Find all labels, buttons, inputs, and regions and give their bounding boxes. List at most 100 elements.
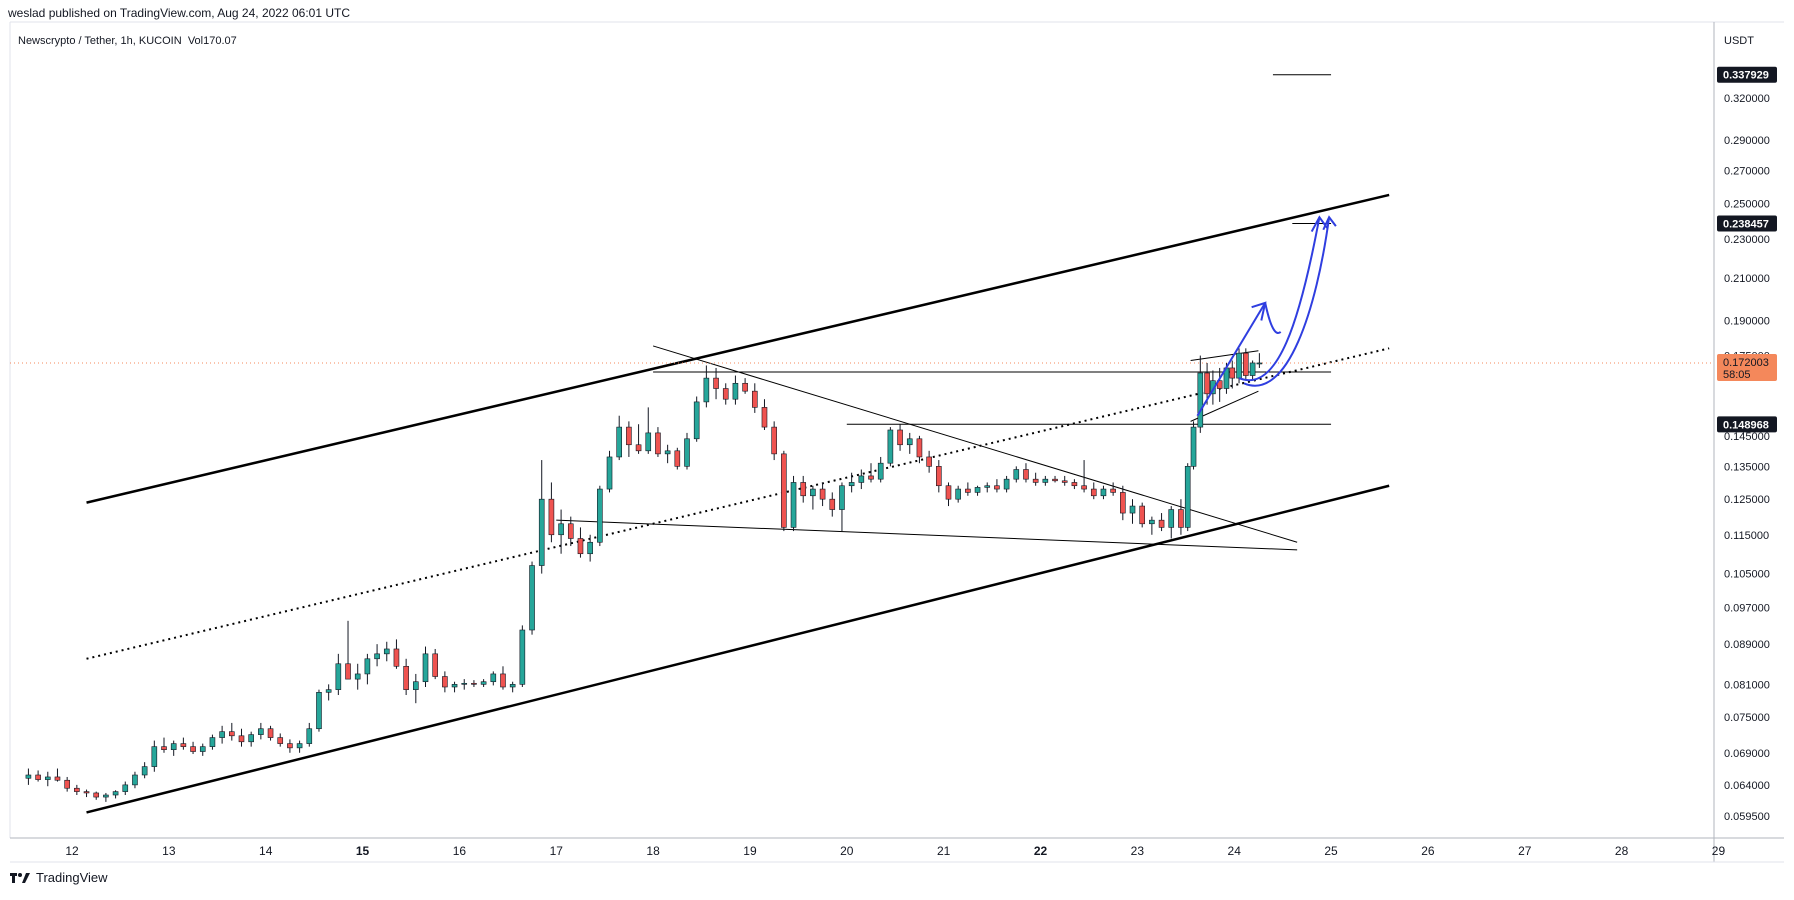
candle-body bbox=[422, 653, 429, 683]
candle-body bbox=[190, 746, 196, 752]
tradingview-brand[interactable]: TradingView bbox=[36, 870, 108, 885]
candle-body bbox=[1243, 352, 1249, 376]
candle-body bbox=[848, 482, 855, 487]
candle-body bbox=[529, 565, 535, 631]
chart-frame bbox=[9, 21, 1784, 863]
candle-body bbox=[635, 444, 642, 452]
bold-trendline[interactable] bbox=[86, 484, 1390, 814]
candle-body bbox=[1100, 488, 1107, 497]
candle-body bbox=[64, 779, 70, 789]
candle-body bbox=[800, 482, 807, 497]
projection-arrowhead-3[interactable] bbox=[1322, 215, 1337, 231]
candle-body bbox=[1149, 519, 1155, 525]
candle-body bbox=[413, 681, 419, 690]
price-axis[interactable]: USDT 0.320000 0.290000 0.270000 0.250000 0.2… bbox=[1724, 35, 1770, 823]
candle-body bbox=[1236, 352, 1242, 379]
candle-body bbox=[1256, 362, 1263, 365]
candle-countdown-label: 58:05 bbox=[1723, 369, 1751, 381]
x-tick-label: 13 bbox=[162, 844, 176, 858]
candle-body bbox=[209, 737, 216, 747]
y-tick-label: 0.059500 bbox=[1724, 811, 1770, 823]
candle-body bbox=[693, 401, 700, 440]
candle-body bbox=[103, 794, 109, 798]
price-tag-label: 0.238457 bbox=[1723, 219, 1769, 231]
candle-body bbox=[132, 774, 138, 786]
candle-body bbox=[916, 438, 923, 458]
x-tick-label: 28 bbox=[1615, 844, 1629, 858]
candle-body bbox=[897, 429, 903, 446]
candle-body bbox=[548, 498, 555, 536]
price-tag-bg bbox=[1717, 215, 1777, 232]
x-tick-label: 23 bbox=[1131, 844, 1145, 858]
candle-body bbox=[626, 426, 632, 446]
y-tick-label: 0.250000 bbox=[1724, 198, 1770, 210]
candle-body bbox=[306, 728, 313, 744]
dotted-trendline[interactable] bbox=[86, 347, 1390, 660]
candle-body bbox=[442, 676, 448, 688]
candle-body bbox=[829, 498, 836, 510]
current-price-label: 0.172003 bbox=[1723, 357, 1769, 369]
candle-body bbox=[974, 487, 981, 493]
candle-body bbox=[722, 388, 729, 400]
time-axis[interactable]: 12 13 14 15 16 17 18 19 20 21 22 23 24 25 26 27 28 29 bbox=[65, 844, 1725, 858]
y-tick-label: 0.115000 bbox=[1724, 530, 1769, 542]
candle-body bbox=[471, 682, 477, 685]
y-tick-label: 0.089000 bbox=[1724, 639, 1770, 651]
thin-trendline[interactable] bbox=[556, 519, 1298, 551]
candle-body bbox=[112, 791, 119, 796]
projection-arrow-3[interactable] bbox=[1243, 217, 1331, 387]
y-tick-label: 0.105000 bbox=[1724, 569, 1770, 581]
x-tick-label: 22 bbox=[1034, 844, 1048, 858]
candle-body bbox=[858, 475, 865, 483]
symbol-pair[interactable]: Newscrypto / Tether bbox=[18, 35, 115, 47]
candle-body bbox=[141, 766, 148, 776]
candle-body bbox=[616, 426, 623, 458]
projection-arrow-1[interactable] bbox=[1196, 302, 1267, 417]
footer: TradingView bbox=[10, 870, 108, 885]
candle-body bbox=[54, 776, 61, 781]
candle-body bbox=[945, 485, 952, 500]
candle-body bbox=[655, 432, 661, 455]
y-tick-label: 0.290000 bbox=[1724, 135, 1770, 147]
candle-body bbox=[480, 681, 487, 685]
candle-body bbox=[461, 682, 468, 685]
candle-body bbox=[761, 407, 768, 428]
y-tick-label: 0.097000 bbox=[1724, 602, 1770, 614]
projection-arrow-2[interactable] bbox=[1238, 217, 1321, 382]
candle-body bbox=[587, 541, 593, 555]
candle-body bbox=[180, 743, 187, 747]
y-tick-label: 0.190000 bbox=[1724, 315, 1770, 327]
candle-body bbox=[1090, 488, 1097, 497]
axis-currency-label: USDT bbox=[1724, 35, 1754, 47]
projection-arrowhead-2[interactable] bbox=[1310, 215, 1328, 233]
candle-body bbox=[538, 498, 545, 566]
y-tick-label: 0.125000 bbox=[1724, 494, 1770, 506]
candle-body bbox=[1052, 478, 1058, 482]
candle-body bbox=[684, 438, 690, 467]
bold-trendline[interactable] bbox=[86, 193, 1390, 504]
candle-body bbox=[199, 746, 206, 752]
projection-arrows[interactable] bbox=[1196, 215, 1337, 417]
x-tick-label: 18 bbox=[646, 844, 660, 858]
candle-body bbox=[1110, 488, 1116, 493]
y-tick-label: 0.081000 bbox=[1724, 679, 1770, 691]
projection-arrowhead-1[interactable] bbox=[1251, 301, 1267, 321]
candle-body bbox=[316, 692, 322, 730]
candle-body bbox=[839, 485, 845, 510]
symbol-interval[interactable]: 1h bbox=[120, 35, 133, 47]
candle-body bbox=[732, 382, 739, 400]
x-tick-label: 29 bbox=[1712, 844, 1726, 858]
drawing-layer[interactable] bbox=[10, 74, 1714, 814]
price-tag-label: 0.148968 bbox=[1723, 419, 1769, 431]
candle-body bbox=[664, 450, 671, 455]
y-tick-label: 0.064000 bbox=[1724, 780, 1770, 792]
tradingview-logo-icon[interactable] bbox=[10, 872, 30, 884]
thin-trendline[interactable] bbox=[1190, 350, 1259, 361]
candle-body bbox=[258, 728, 264, 735]
candle-body bbox=[500, 673, 506, 688]
candle-body bbox=[819, 488, 826, 500]
candle-body bbox=[1178, 509, 1184, 528]
candle-body bbox=[403, 665, 409, 690]
projection-arrow-1-tail[interactable] bbox=[1264, 302, 1282, 334]
